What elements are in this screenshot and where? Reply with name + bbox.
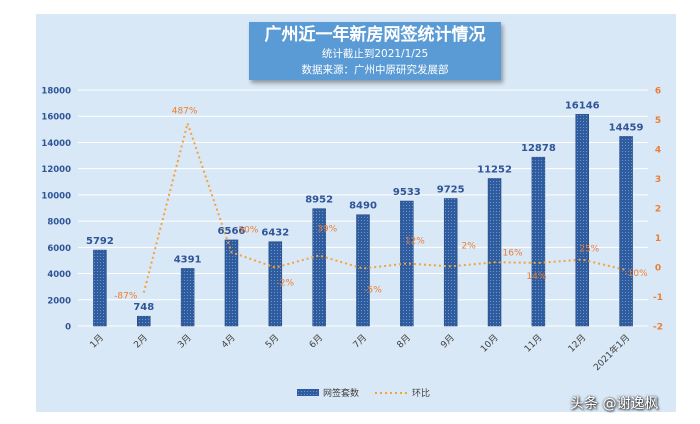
category-label: 2月	[132, 332, 150, 350]
legend-line-label: 环比	[412, 387, 430, 399]
bar-value-label: 16146	[565, 100, 600, 111]
category-label: 4月	[219, 332, 237, 350]
right-tick-label: 6	[655, 87, 661, 97]
line-value-label: 14%	[526, 272, 546, 282]
right-tick-label: 5	[655, 116, 661, 126]
line-value-label: 2%	[462, 241, 477, 251]
line-value-label: -5%	[364, 285, 382, 295]
category-label: 1月	[88, 332, 106, 350]
category-label: 3月	[176, 332, 194, 350]
line-value-label: 25%	[579, 245, 599, 255]
chart-subtitle-source: 数据来源：广州中原研究发展部	[301, 64, 449, 76]
chart-panel	[36, 14, 676, 412]
bar-value-label: 6566	[218, 226, 246, 237]
bar-value-label: 4391	[174, 254, 202, 265]
left-tick-label: 12000	[41, 165, 71, 175]
line-value-label: 487%	[172, 106, 198, 116]
bar-value-label: 748	[133, 302, 154, 313]
bar	[224, 239, 239, 327]
category-label: 7月	[351, 332, 369, 350]
left-tick-label: 10000	[41, 191, 71, 201]
left-tick-label: 14000	[41, 139, 71, 149]
bar	[531, 156, 546, 327]
category-label: 8月	[395, 332, 413, 350]
bar	[619, 136, 633, 327]
legend-bar-swatch	[297, 389, 319, 396]
left-tick-label: 16000	[41, 113, 71, 123]
left-tick-label: 0	[65, 323, 71, 333]
bar	[575, 114, 589, 327]
right-tick-label: -1	[653, 293, 663, 303]
category-label: 10月	[478, 332, 500, 354]
bar-value-label: 8490	[349, 201, 377, 212]
bar-value-label: 6432	[261, 228, 289, 239]
right-tick-label: 4	[655, 146, 661, 156]
left-tick-label: 2000	[47, 296, 71, 306]
bar-value-label: 8952	[305, 195, 333, 206]
category-label: 2021年1月	[591, 332, 632, 373]
left-tick-label: 6000	[47, 244, 71, 254]
line-value-label: 39%	[317, 224, 337, 234]
line-value-label: 50%	[238, 225, 258, 235]
bar-value-label: 12878	[521, 143, 556, 154]
line-value-label: -10%	[624, 269, 648, 279]
bar-value-label: 5792	[86, 236, 114, 247]
bar	[487, 178, 502, 327]
bar	[443, 198, 458, 327]
category-label: 9月	[439, 332, 457, 350]
watermark: 头条 @谢逸枫	[570, 396, 659, 412]
bar	[93, 249, 107, 327]
bar-value-label: 9533	[393, 187, 421, 198]
left-tick-label: 4000	[47, 270, 71, 280]
category-label: 6月	[307, 332, 325, 350]
right-tick-label: 1	[655, 234, 661, 244]
category-label: 12月	[566, 332, 588, 354]
bar	[137, 315, 151, 327]
bar-value-label: 11252	[477, 164, 512, 175]
left-tick-label: 8000	[47, 218, 71, 228]
chart-subtitle-date: 统计截止到2021/1/25	[321, 48, 429, 60]
chart-title: 广州近一年新房网签统计情况	[264, 25, 486, 45]
bar	[268, 241, 283, 327]
category-label: 5月	[263, 332, 281, 350]
legend-bar-label: 网签套数	[323, 387, 359, 399]
category-label: 11月	[522, 332, 544, 354]
left-tick-label: 18000	[41, 87, 71, 97]
right-tick-label: -2	[653, 323, 663, 333]
line-value-label: 16%	[503, 248, 523, 258]
line-series-mom	[142, 119, 627, 293]
bar	[180, 268, 195, 327]
bar-value-label: 14459	[609, 122, 644, 133]
line-value-label: -2%	[277, 279, 295, 289]
right-tick-label: 2	[655, 205, 661, 215]
bar-value-label: 9725	[437, 184, 465, 195]
line-value-label: -87%	[114, 292, 138, 302]
bar	[400, 200, 414, 327]
bar	[312, 208, 326, 327]
line-value-label: 12%	[405, 236, 425, 246]
chart-title-box: 广州近一年新房网签统计情况 统计截止到2021/1/25 数据来源：广州中原研究…	[249, 22, 501, 80]
right-tick-label: 3	[655, 175, 661, 185]
right-tick-label: 0	[655, 264, 661, 274]
bar	[356, 214, 370, 327]
